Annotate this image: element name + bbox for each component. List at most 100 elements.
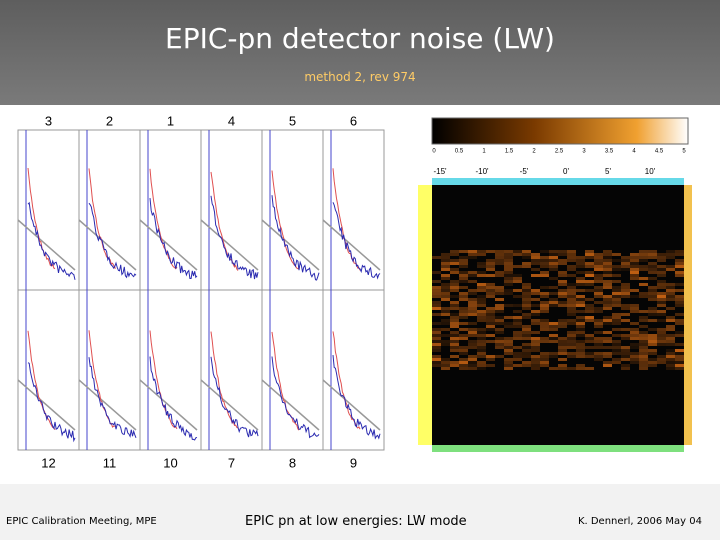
map-pixel: [468, 346, 477, 349]
map-pixel: [567, 319, 576, 322]
map-pixel: [621, 283, 630, 286]
map-pixel: [531, 259, 540, 262]
map-pixel: [549, 292, 558, 295]
map-pixel: [486, 259, 495, 262]
map-pixel: [621, 313, 630, 316]
map-pixel: [531, 319, 540, 322]
map-pixel: [585, 265, 594, 268]
map-pixel: [522, 331, 531, 334]
map-pixel: [495, 331, 504, 334]
map-pixel: [432, 343, 441, 346]
map-pixel: [540, 286, 549, 289]
map-pixel: [594, 340, 603, 343]
panel-label: 12: [41, 455, 55, 470]
map-pixel: [585, 340, 594, 343]
map-pixel: [504, 259, 513, 262]
map-pixel: [585, 304, 594, 307]
map-pixel: [630, 265, 639, 268]
map-pixel: [576, 301, 585, 304]
map-pixel: [441, 286, 450, 289]
map-pixel: [612, 358, 621, 361]
map-pixel: [540, 250, 549, 253]
map-pixel: [603, 283, 612, 286]
map-pixel: [495, 340, 504, 343]
map-pixel: [576, 262, 585, 265]
map-pixel: [468, 274, 477, 277]
map-pixel: [630, 346, 639, 349]
map-pixel: [648, 361, 657, 364]
map-pixel: [432, 346, 441, 349]
colorbar: [431, 117, 689, 145]
map-pixel: [459, 328, 468, 331]
map-pixel: [603, 331, 612, 334]
map-pixel: [621, 328, 630, 331]
footer: EPIC Calibration Meeting, MPE EPIC pn at…: [0, 484, 720, 540]
map-pixel: [450, 361, 459, 364]
map-pixel: [522, 349, 531, 352]
map-pixel: [549, 334, 558, 337]
map-pixel: [675, 271, 684, 274]
map-pixel: [666, 337, 675, 340]
map-pixel: [630, 355, 639, 358]
map-pixel: [594, 253, 603, 256]
map-pixel: [639, 355, 648, 358]
map-pixel: [522, 307, 531, 310]
map-pixel: [558, 322, 567, 325]
map-pixel: [513, 337, 522, 340]
map-pixel: [594, 274, 603, 277]
map-pixel: [477, 334, 486, 337]
map-pixel: [666, 286, 675, 289]
map-pixel: [639, 331, 648, 334]
map-pixel: [567, 367, 576, 370]
noise-curve-blue: [149, 356, 198, 441]
map-pixel: [495, 337, 504, 340]
map-pixel: [594, 337, 603, 340]
map-pixel: [639, 349, 648, 352]
map-pixel: [612, 361, 621, 364]
map-pixel: [648, 349, 657, 352]
map-pixel: [675, 274, 684, 277]
noise-curve-blue: [27, 201, 76, 280]
map-pixel: [666, 268, 675, 271]
map-pixel: [648, 256, 657, 259]
map-pixel: [603, 340, 612, 343]
map-pixel: [639, 277, 648, 280]
map-pixel: [621, 259, 630, 262]
map-pixel: [495, 310, 504, 313]
map-pixel: [432, 271, 441, 274]
map-pixel: [621, 346, 630, 349]
map-pixel: [675, 358, 684, 361]
title: EPIC-pn detector noise (LW): [165, 22, 555, 55]
map-pixel: [630, 271, 639, 274]
map-pixel: [531, 349, 540, 352]
colorbar-tick-label: 4: [632, 149, 636, 155]
map-pixel: [594, 292, 603, 295]
map-pixel: [531, 292, 540, 295]
map-pixel: [459, 256, 468, 259]
map-pixel: [441, 328, 450, 331]
map-pixel: [549, 337, 558, 340]
map-pixel: [639, 253, 648, 256]
map-pixel: [495, 250, 504, 253]
fit-line: [139, 219, 198, 271]
colorbar-tick-label: 4.5: [655, 149, 664, 155]
panel-label: 1: [167, 113, 174, 128]
map-pixel: [612, 340, 621, 343]
map-pixel: [594, 358, 603, 361]
map-pixel: [441, 295, 450, 298]
map-pixel: [459, 337, 468, 340]
map-pixel: [522, 334, 531, 337]
map-pixel: [666, 250, 675, 253]
subtitle: method 2, rev 974: [304, 70, 416, 84]
map-pixel: [513, 253, 522, 256]
map-pixel: [459, 274, 468, 277]
map-pixel: [504, 364, 513, 367]
map-pixel: [558, 253, 567, 256]
map-pixel: [648, 307, 657, 310]
map-pixel: [594, 307, 603, 310]
noise-curve-blue: [271, 356, 320, 439]
panel-label: 10: [163, 455, 177, 470]
map-pixel: [648, 352, 657, 355]
map-pixel: [531, 343, 540, 346]
map-pixel: [621, 367, 630, 370]
